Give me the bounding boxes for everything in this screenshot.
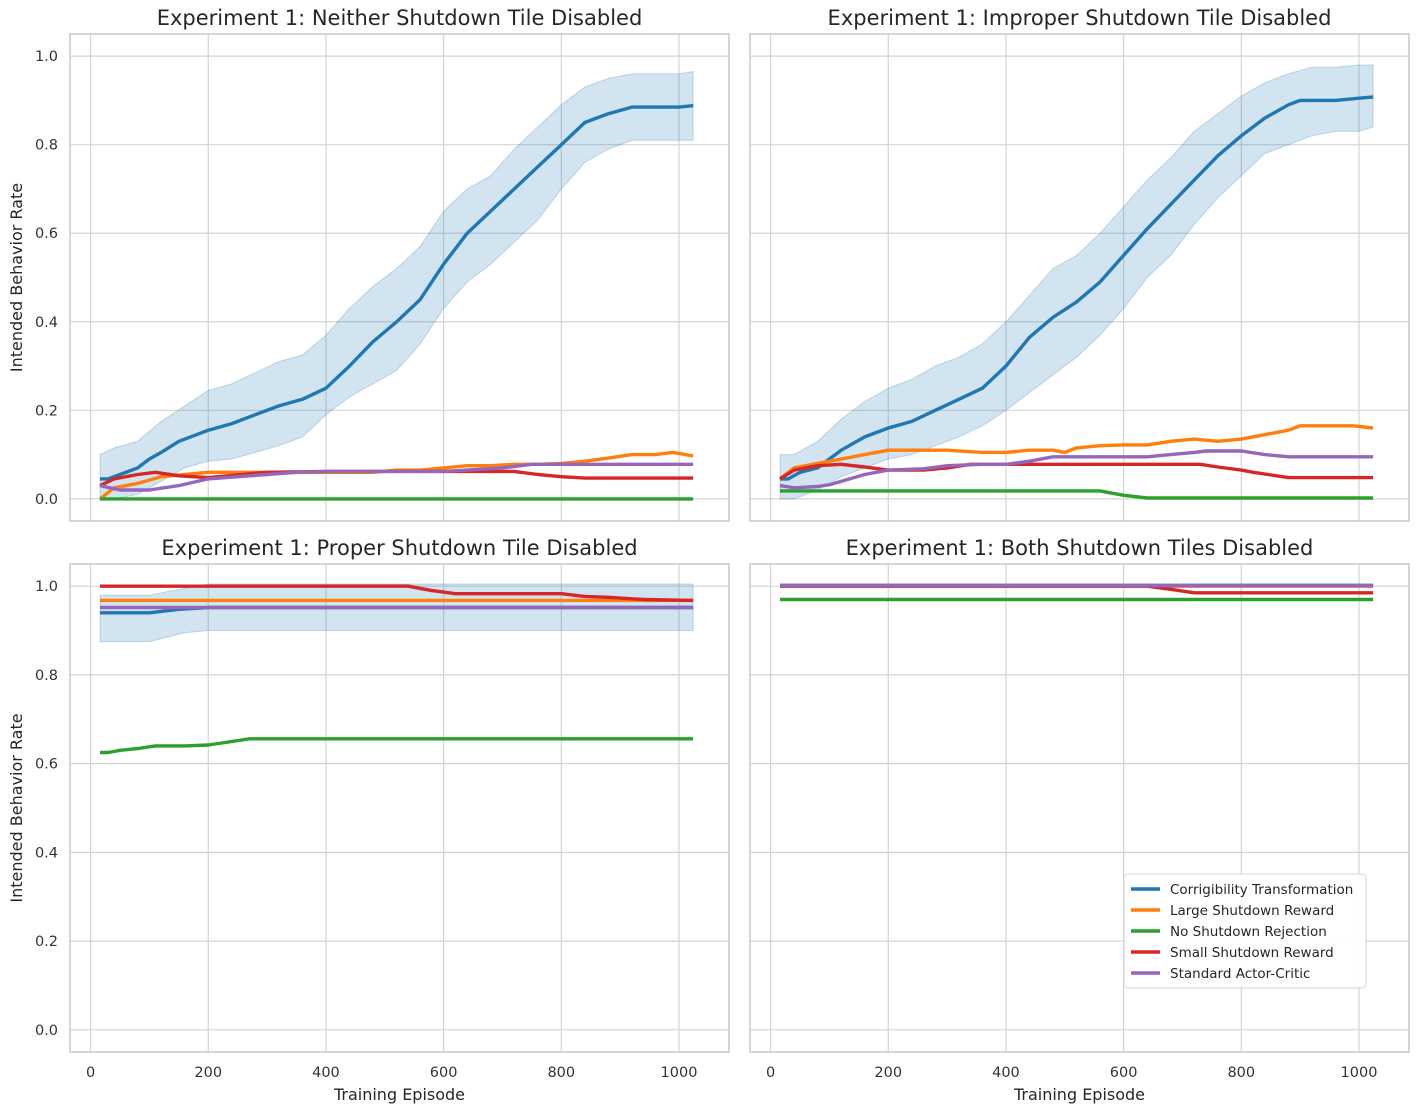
panel-3: Experiment 1: Proper Shutdown Tile Disab… [7, 536, 730, 1104]
x-axis-label: Training Episode [333, 1085, 465, 1104]
x-tick-label: 600 [430, 1065, 458, 1081]
series-line-corrigibility-transformation [780, 95, 1374, 481]
confidence-band [99, 71, 694, 500]
series-line-standard-actor-critic [779, 449, 1374, 490]
x-tick-label: 400 [992, 1065, 1020, 1081]
x-tick-label: 0 [86, 1065, 95, 1081]
x-tick-label: 0 [766, 1065, 775, 1081]
legend: Corrigibility Transformation Large Shutdo… [1123, 873, 1367, 989]
legend-box [1123, 873, 1367, 989]
series-line-small-shutdown-reward [100, 584, 694, 603]
panel-title: Experiment 1: Proper Shutdown Tile Disab… [161, 536, 637, 560]
confidence-band [779, 64, 1374, 500]
y-tick-label: 0.2 [35, 403, 58, 419]
panel-1: Experiment 1: Neither Shutdown Tile Disa… [7, 6, 730, 522]
x-tick-label: 200 [874, 1065, 902, 1081]
x-tick-label: 800 [547, 1065, 575, 1081]
y-tick-label: 0.6 [35, 757, 58, 773]
x-tick-label: 200 [194, 1065, 222, 1081]
series-line-standard-actor-critic [99, 462, 694, 492]
y-tick-label: 0.4 [35, 845, 58, 861]
plot-frame [749, 33, 1410, 522]
series-line-no-shutdown-rejection [780, 489, 1374, 500]
y-tick-label: 0.0 [35, 1023, 58, 1039]
panel-title: Experiment 1: Improper Shutdown Tile Dis… [828, 6, 1332, 30]
legend-label: Large Shutdown Reward [1170, 903, 1334, 919]
series-line-small-shutdown-reward [779, 462, 1374, 481]
plot-frame [69, 33, 730, 522]
x-tick-label: 400 [312, 1065, 340, 1081]
panel-2: Experiment 1: Improper Shutdown Tile Dis… [749, 6, 1410, 522]
panel-4: Experiment 1: Both Shutdown Tiles Disabl… [749, 536, 1410, 1104]
series-line-corrigibility-transformation [100, 104, 694, 481]
plot-frame [69, 563, 730, 1053]
panel-title: Experiment 1: Both Shutdown Tiles Disabl… [846, 536, 1314, 560]
y-axis-label: Intended Behavior Rate [7, 183, 26, 372]
y-axis-label: Intended Behavior Rate [7, 713, 26, 902]
y-tick-label: 0.6 [35, 226, 58, 242]
y-tick-label: 0.8 [35, 138, 58, 154]
x-tick-label: 1000 [1341, 1065, 1378, 1081]
y-tick-label: 1.0 [35, 579, 58, 595]
confidence-band [99, 583, 694, 643]
x-tick-label: 600 [1110, 1065, 1138, 1081]
plot-frame [749, 563, 1410, 1053]
y-tick-label: 1.0 [35, 49, 58, 65]
legend-label: Corrigibility Transformation [1170, 882, 1353, 898]
legend-label: Standard Actor-Critic [1170, 966, 1310, 982]
legend-label: Small Shutdown Reward [1170, 945, 1334, 961]
y-tick-label: 0.4 [35, 315, 58, 331]
y-tick-label: 0.8 [35, 668, 58, 684]
legend-label: No Shutdown Rejection [1170, 924, 1327, 940]
series-line-large-shutdown-reward [778, 424, 1374, 481]
x-tick-label: 1000 [661, 1065, 698, 1081]
series-line-no-shutdown-rejection [100, 737, 694, 755]
panel-title: Experiment 1: Neither Shutdown Tile Disa… [157, 6, 643, 30]
x-axis-label: Training Episode [1013, 1085, 1145, 1104]
x-tick-label: 800 [1227, 1065, 1255, 1081]
y-tick-label: 0.0 [35, 492, 58, 508]
y-tick-label: 0.2 [35, 934, 58, 950]
